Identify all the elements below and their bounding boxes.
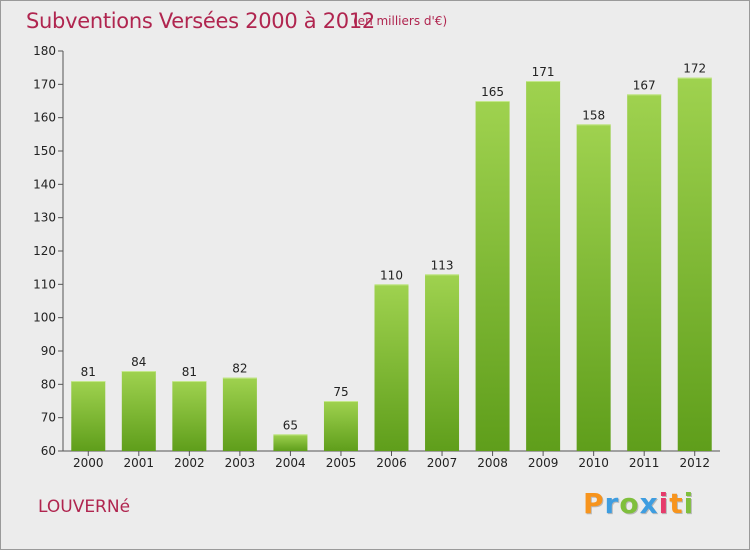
bar-2000: [71, 381, 106, 451]
y-tick-label: 180: [33, 44, 56, 58]
value-label-2000: 81: [81, 365, 96, 379]
y-tick-label: 90: [41, 344, 56, 358]
y-tick-label: 70: [41, 411, 56, 425]
proxiti-logo: Proxiti: [583, 487, 694, 520]
value-label-2009: 171: [532, 65, 555, 79]
bar-2012: [677, 77, 712, 452]
y-tick-label: 100: [33, 311, 56, 325]
chart-subtitle: (en milliers d'€): [353, 14, 448, 28]
bar-2007: [425, 274, 460, 451]
x-tick-label-2000: 2000: [73, 456, 104, 470]
value-label-2002: 81: [182, 365, 197, 379]
bar-2003: [222, 377, 257, 451]
y-tick-label: 60: [41, 444, 56, 458]
bar-2005: [323, 401, 358, 451]
y-tick-label: 120: [33, 244, 56, 258]
value-label-2011: 167: [633, 78, 656, 92]
x-tick-label-2001: 2001: [124, 456, 155, 470]
axes: 60 70 80 90 100 110 120 130 140 150 160 170 180 2000 2…: [33, 44, 720, 470]
value-label-2004: 65: [283, 418, 298, 432]
bar-2001: [121, 371, 156, 451]
bar-2006: [374, 284, 409, 451]
y-tick-label: 150: [33, 144, 56, 158]
value-label-2012: 172: [683, 62, 706, 76]
logo-letter: i: [658, 487, 670, 520]
bar-2008: [475, 101, 510, 451]
y-tick-label: 170: [33, 77, 56, 91]
logo-letter: P: [583, 487, 605, 520]
logo-letter: x: [639, 487, 659, 520]
place-name: LOUVERNé: [38, 497, 131, 517]
y-tick-label: 140: [33, 177, 56, 191]
bar-2002: [172, 381, 207, 451]
bar-2009: [526, 81, 561, 451]
value-label-2010: 158: [582, 108, 605, 122]
bar-2010: [576, 124, 611, 451]
logo-letter: r: [604, 487, 620, 520]
x-tick-label-2010: 2010: [578, 456, 609, 470]
x-tick-label-2011: 2011: [629, 456, 660, 470]
logo-letter: i: [683, 487, 695, 520]
value-label-2008: 165: [481, 85, 504, 99]
value-labels-group: 81 84 81 82 65 75 110 113 165 171 158 167 172: [81, 62, 707, 433]
value-label-2001: 84: [131, 355, 146, 369]
value-label-2005: 75: [333, 385, 348, 399]
value-label-2003: 82: [232, 362, 247, 376]
x-tick-label-2012: 2012: [679, 456, 710, 470]
x-tick-label-2006: 2006: [376, 456, 407, 470]
x-tick-label-2007: 2007: [427, 456, 458, 470]
value-label-2006: 110: [380, 268, 403, 282]
logo-letter: o: [619, 487, 640, 520]
bars-group: [71, 77, 712, 452]
logo-letter: t: [669, 487, 684, 520]
bar-2011: [627, 94, 662, 451]
y-tick-label: 160: [33, 111, 56, 125]
x-tick-label-2004: 2004: [275, 456, 306, 470]
y-tick-label: 130: [33, 211, 56, 225]
x-tick-label-2005: 2005: [326, 456, 357, 470]
y-tick-label: 110: [33, 277, 56, 291]
chart-title: Subventions Versées 2000 à 2012: [26, 9, 375, 33]
value-label-2007: 113: [431, 258, 454, 272]
x-tick-label-2009: 2009: [528, 456, 559, 470]
x-tick-label-2002: 2002: [174, 456, 205, 470]
y-tick-label: 80: [41, 377, 56, 391]
bar-2004: [273, 434, 308, 451]
x-tick-label-2003: 2003: [225, 456, 256, 470]
x-tick-label-2008: 2008: [477, 456, 508, 470]
